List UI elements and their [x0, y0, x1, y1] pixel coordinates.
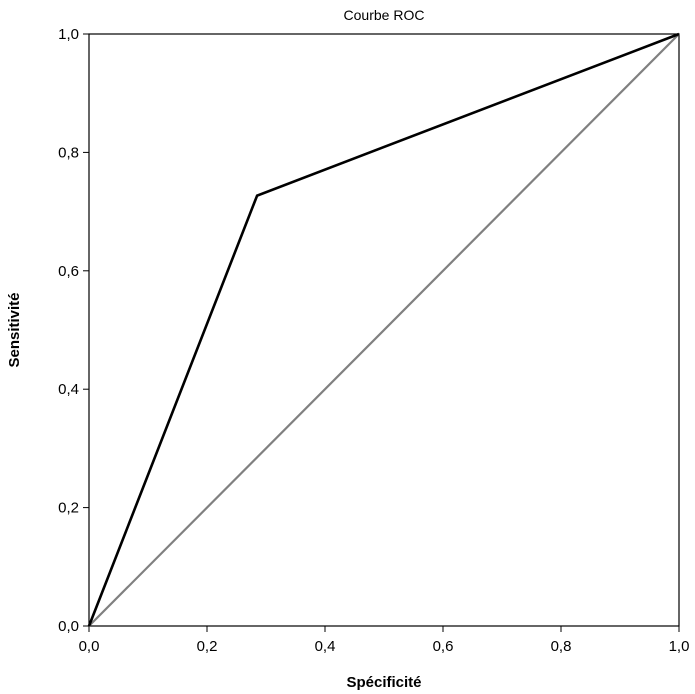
series-layer [87, 32, 680, 627]
x-tick-label: 0,0 [79, 638, 100, 655]
y-tick-label: 0,4 [58, 381, 79, 398]
y-tick-label: 0,6 [58, 263, 79, 280]
y-tick-label: 1,0 [58, 26, 79, 43]
roc-curve-line [87, 32, 680, 627]
reference-diagonal-line [88, 33, 680, 627]
x-tick-label: 1,0 [669, 638, 690, 655]
y-tick-label: 0,8 [58, 144, 79, 161]
x-tick-label: 0,6 [433, 638, 454, 655]
x-axis-title: Spécificité [346, 674, 421, 691]
y-axis: 0,0 0,2 0,4 0,6 0,8 1,0 [58, 26, 89, 635]
x-tick-label: 0,8 [551, 638, 572, 655]
x-axis: 0,0 0,2 0,4 0,6 0,8 1,0 [79, 626, 690, 655]
y-tick-label: 0,2 [58, 500, 79, 517]
x-tick-label: 0,2 [197, 638, 218, 655]
chart-title: Courbe ROC [344, 7, 425, 23]
y-tick-label: 0,0 [58, 618, 79, 635]
y-axis-title: Sensitivité [6, 292, 23, 367]
x-tick-label: 0,4 [315, 638, 336, 655]
plot-area-frame [88, 33, 680, 627]
